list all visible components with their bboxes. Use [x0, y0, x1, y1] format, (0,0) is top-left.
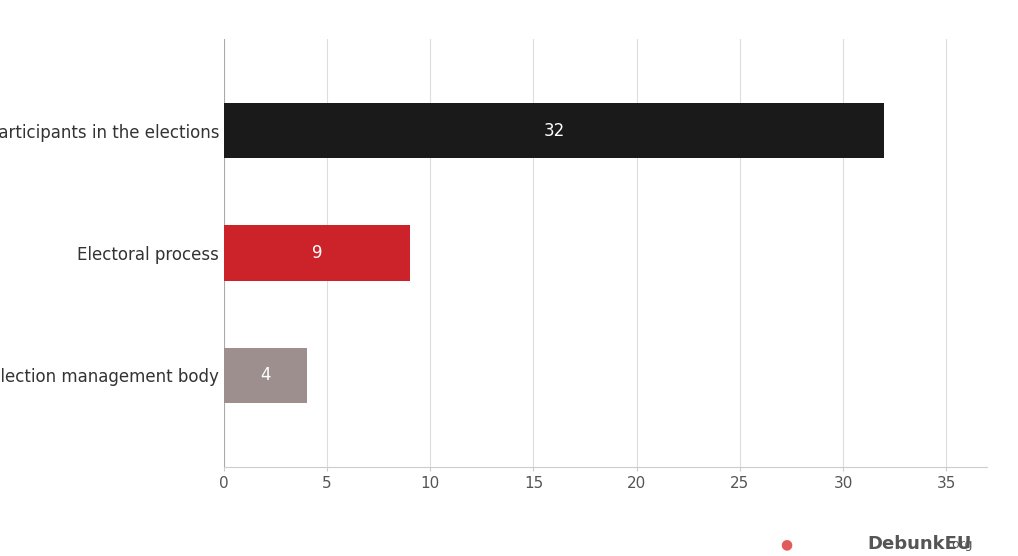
Text: 9: 9: [312, 244, 322, 262]
Bar: [224, 225, 409, 280]
Text: 4: 4: [260, 366, 271, 384]
Text: ●: ●: [781, 537, 793, 551]
Text: DebunkEU: DebunkEU: [867, 535, 972, 553]
Bar: [224, 103, 885, 158]
Text: .org: .org: [908, 538, 972, 550]
Text: 32: 32: [544, 122, 565, 140]
Bar: [224, 348, 306, 403]
